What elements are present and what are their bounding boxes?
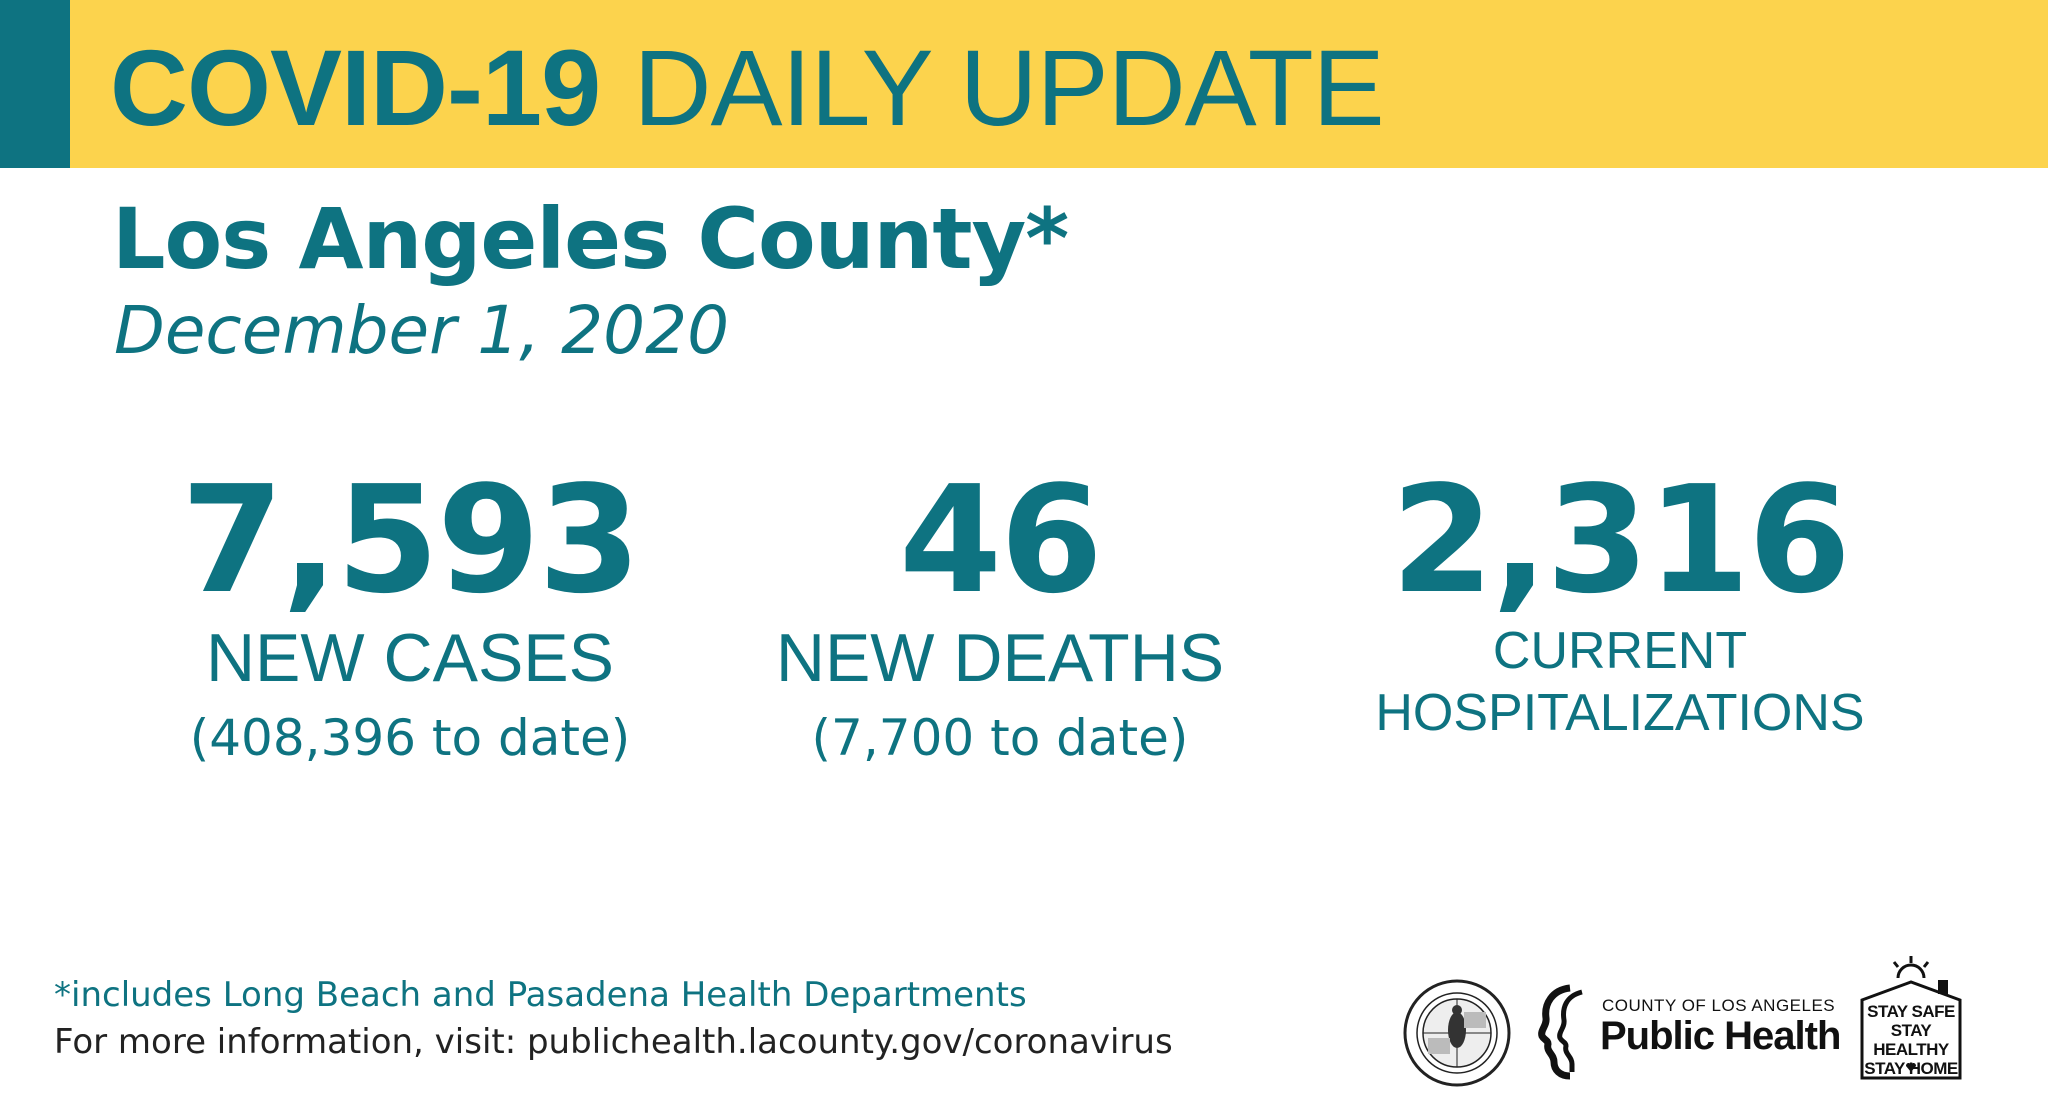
- stay-safe-logo: STAY SAFE STAY HEALTHY STAY HOME: [1856, 954, 1966, 1084]
- new-deaths-value: 46: [899, 454, 1103, 626]
- title-daily-update: DAILY UPDATE: [633, 27, 1384, 148]
- region-heading: Los Angeles County*: [112, 190, 1069, 288]
- public-health-logo: COUNTY OF LOS ANGELES Public Health: [1530, 982, 1841, 1082]
- public-health-name: Public Health: [1600, 1014, 1841, 1058]
- stat-hospitalizations: 2,316 CURRENT HOSPITALIZATIONS: [1310, 460, 1930, 744]
- public-health-county: COUNTY OF LOS ANGELES: [1602, 996, 1836, 1015]
- stay-line-safe: STAY SAFE: [1867, 1002, 1955, 1021]
- title-covid: COVID-19: [110, 27, 601, 148]
- hospitalizations-label-line2: HOSPITALIZATIONS: [1375, 684, 1865, 742]
- new-deaths-label: NEW DEATHS: [775, 620, 1225, 696]
- footnote-more-info: For more information, visit: publichealt…: [54, 1022, 1173, 1062]
- footnote-includes: *includes Long Beach and Pasadena Health…: [54, 975, 1027, 1015]
- house-sun-icon: [1860, 956, 1962, 1080]
- seal-icon: [1403, 979, 1511, 1087]
- stay-line-home: STAY HOME: [1864, 1059, 1958, 1078]
- deaths-to-date: (7,700 to date): [811, 709, 1189, 767]
- stat-new-deaths: 46 NEW DEATHS (7,700 to date): [740, 460, 1260, 770]
- cases-to-date: (408,396 to date): [189, 709, 631, 767]
- header-banner: [0, 0, 2048, 168]
- banner-accent-bar: [0, 0, 70, 168]
- stat-new-cases: 7,593 NEW CASES (408,396 to date): [150, 460, 670, 770]
- new-cases-label: NEW CASES: [205, 620, 615, 696]
- stay-safe-text: STAY SAFE STAY HEALTHY STAY HOME: [1856, 1002, 1966, 1078]
- page-title: COVID-19 DAILY UPDATE: [110, 27, 1385, 148]
- new-cases-value: 7,593: [180, 454, 641, 626]
- county-seal-logo: [1402, 978, 1512, 1088]
- faces-icon: [1538, 984, 1583, 1080]
- stay-line-healthy: STAY HEALTHY: [1873, 1021, 1949, 1059]
- hospitalizations-label-line1: CURRENT: [1492, 622, 1748, 680]
- report-date: December 1, 2020: [114, 292, 730, 369]
- hospitalizations-value: 2,316: [1390, 454, 1851, 626]
